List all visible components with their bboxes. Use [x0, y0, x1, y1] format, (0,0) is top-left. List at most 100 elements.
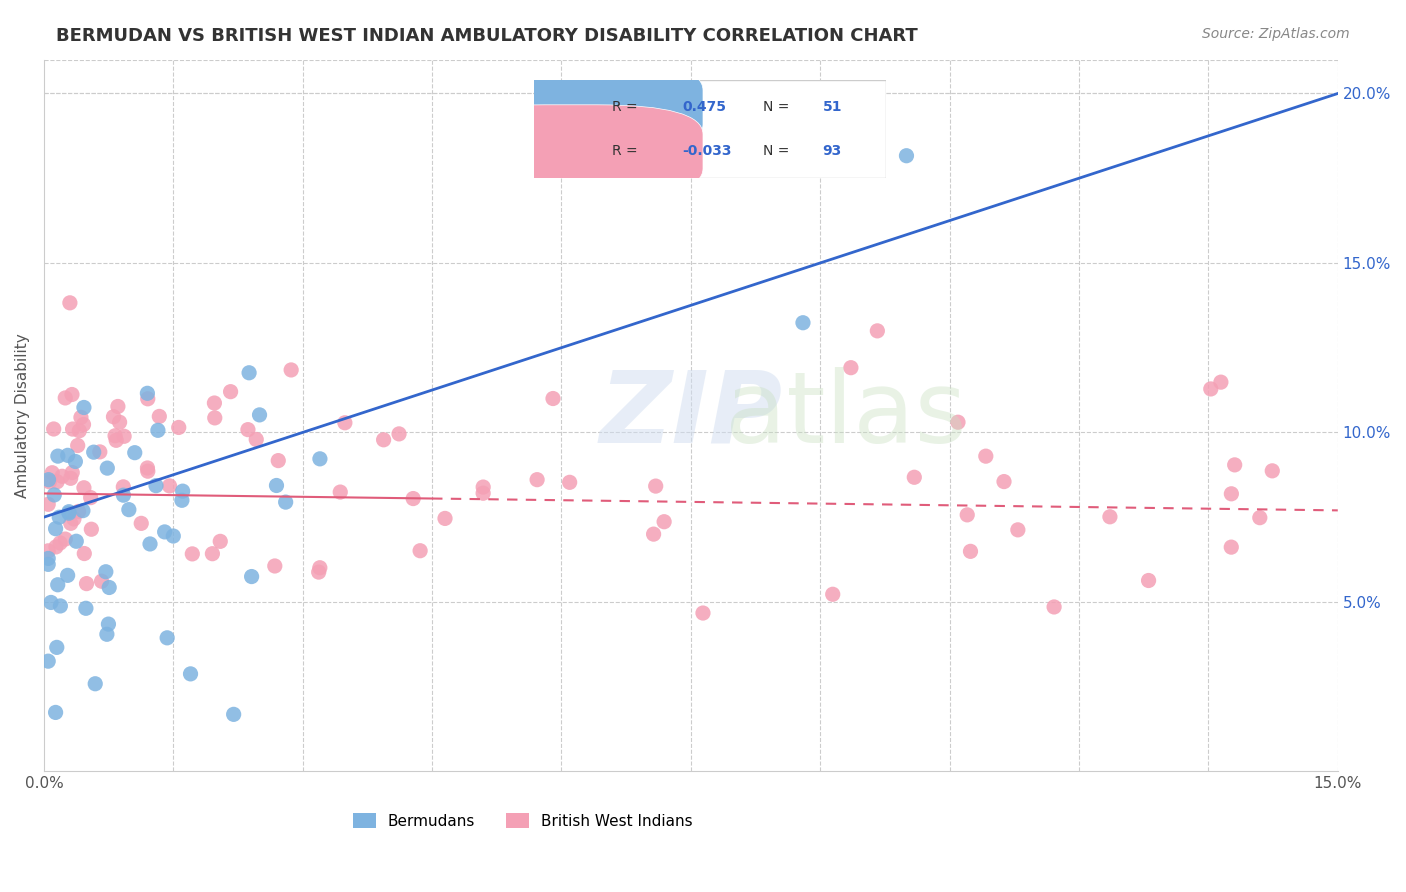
Point [67, 424, 90, 438]
Text: ZIP: ZIP [599, 367, 782, 464]
Point [37, 558, 59, 572]
Point [280, 363, 302, 377]
Point [37, 544, 59, 558]
Point [1007, 523, 1029, 537]
Point [1137, 574, 1160, 588]
Point [83, 445, 105, 459]
Point [112, 480, 135, 494]
Point [308, 565, 330, 579]
Point [792, 316, 814, 330]
Point [180, 666, 202, 681]
Text: atlas: atlas [725, 367, 967, 464]
Point [236, 423, 259, 437]
Point [104, 429, 127, 443]
Point [167, 420, 190, 434]
FancyBboxPatch shape [439, 61, 703, 153]
Point [409, 543, 432, 558]
Point [90, 574, 112, 589]
Text: -0.033: -0.033 [682, 144, 731, 158]
Point [49, 536, 72, 550]
Point [58, 505, 80, 519]
Point [45, 540, 67, 554]
Point [39, 595, 62, 609]
Point [105, 434, 128, 448]
Point [38, 473, 60, 487]
Point [388, 426, 411, 441]
Point [993, 475, 1015, 489]
Point [136, 386, 159, 401]
Point [558, 475, 581, 490]
Point [44, 488, 66, 502]
Point [37, 654, 59, 668]
Point [58, 506, 80, 520]
Point [267, 453, 290, 467]
Point [274, 495, 297, 509]
Point [38, 475, 60, 489]
Point [156, 631, 179, 645]
Point [62, 422, 84, 436]
Point [108, 415, 131, 429]
Text: N =: N = [762, 144, 789, 158]
Point [67, 504, 90, 518]
Point [643, 527, 665, 541]
Point [73, 481, 96, 495]
Point [112, 488, 135, 502]
Point [240, 569, 263, 583]
Point [170, 493, 193, 508]
Point [136, 461, 159, 475]
Point [136, 464, 159, 478]
Point [41, 466, 63, 480]
Point [1249, 510, 1271, 524]
Text: BERMUDAN VS BRITISH WEST INDIAN AMBULATORY DISABILITY CORRELATION CHART: BERMUDAN VS BRITISH WEST INDIAN AMBULATO… [56, 27, 918, 45]
Point [63, 512, 86, 526]
Point [1261, 464, 1284, 478]
Point [145, 478, 167, 492]
Point [139, 537, 162, 551]
Point [1220, 487, 1243, 501]
Point [146, 423, 169, 437]
Point [103, 409, 125, 424]
Point [46, 578, 69, 592]
Point [201, 547, 224, 561]
Text: N =: N = [762, 100, 789, 114]
Point [238, 366, 260, 380]
Point [48, 510, 70, 524]
Point [866, 324, 889, 338]
Point [96, 461, 118, 475]
Point [249, 408, 271, 422]
Point [56, 448, 79, 462]
Point [222, 707, 245, 722]
Text: R =: R = [612, 100, 637, 114]
Point [526, 473, 548, 487]
Point [1098, 509, 1121, 524]
Point [65, 534, 87, 549]
Legend: Bermudans, British West Indians: Bermudans, British West Indians [347, 806, 699, 835]
Point [219, 384, 242, 399]
Point [79, 491, 101, 505]
Point [209, 534, 232, 549]
Point [204, 410, 226, 425]
Point [692, 606, 714, 620]
Point [644, 479, 666, 493]
Point [308, 560, 330, 574]
Text: Source: ZipAtlas.com: Source: ZipAtlas.com [1202, 27, 1350, 41]
Point [541, 392, 564, 406]
FancyBboxPatch shape [534, 80, 886, 178]
Point [956, 508, 979, 522]
Point [89, 445, 111, 459]
Text: 0.475: 0.475 [682, 100, 725, 114]
Point [1043, 599, 1066, 614]
Point [46, 475, 69, 489]
FancyBboxPatch shape [439, 104, 703, 198]
Point [60, 466, 83, 480]
Point [37, 497, 59, 511]
Point [136, 392, 159, 406]
Point [309, 451, 332, 466]
Point [45, 522, 67, 536]
Point [60, 387, 83, 401]
Point [1220, 540, 1243, 554]
Point [42, 422, 65, 436]
Point [896, 149, 918, 163]
Point [98, 581, 121, 595]
Point [70, 410, 93, 425]
